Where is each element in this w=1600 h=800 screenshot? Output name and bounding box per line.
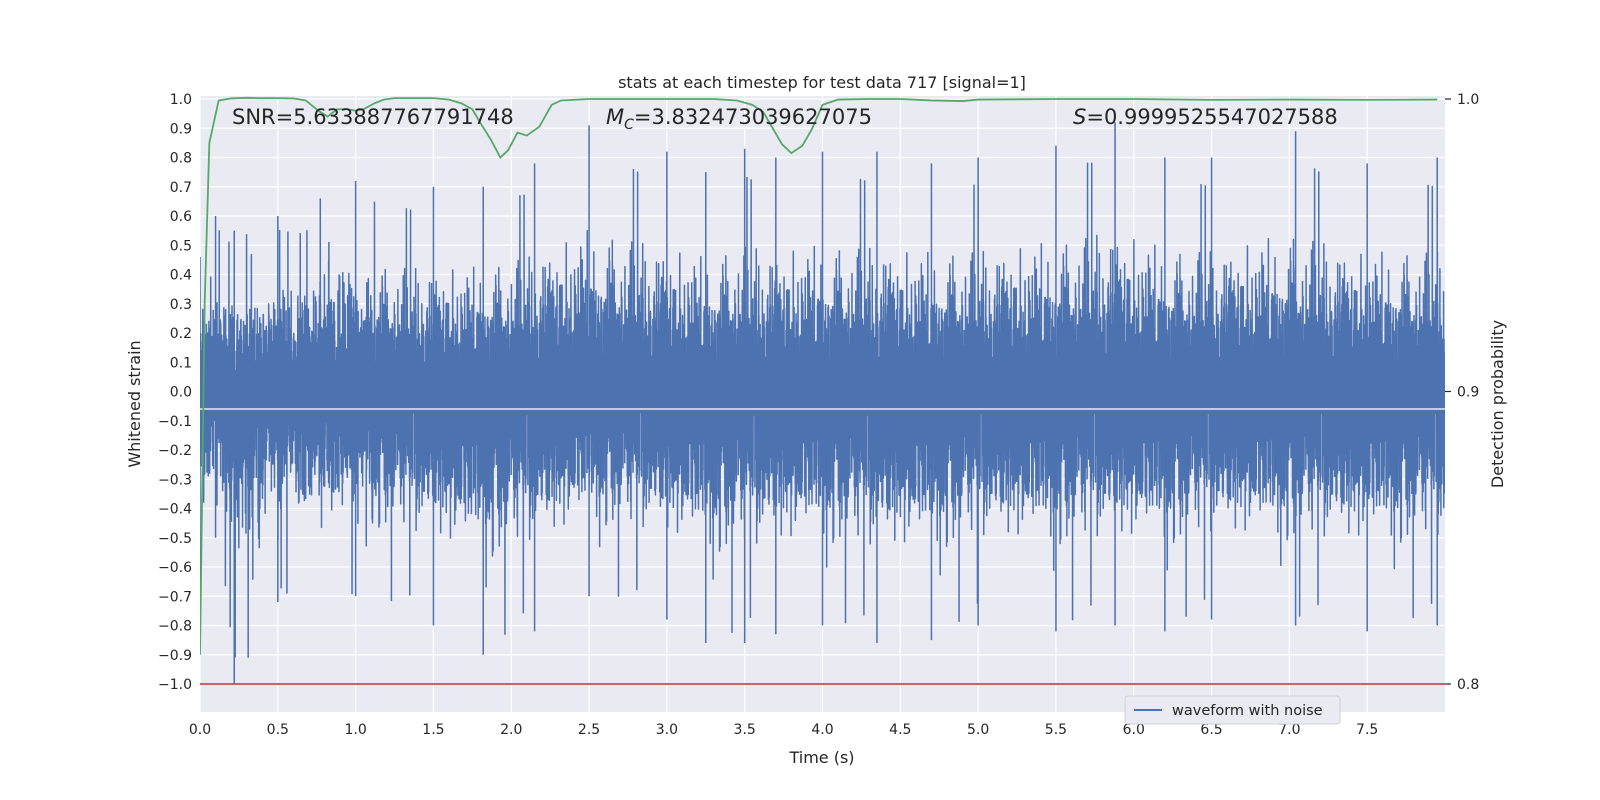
chirp-mass-subscript: C <box>624 117 634 133</box>
legend-box <box>1124 695 1341 725</box>
y-tick-label: 0.6 <box>170 209 192 225</box>
y2-tick-label: 0.9 <box>1457 385 1479 401</box>
y-tick-label: −0.7 <box>158 589 192 605</box>
x-axis: 0.0 0.5 1.0 1.5 2.0 2.5 3.0 3.5 4.0 4.5 5.0 5.5 6.0 6… <box>189 722 1378 738</box>
y-tick-label: 0.4 <box>170 268 192 284</box>
x-tick-label: 0.0 <box>189 722 211 738</box>
y-tick-label: −0.9 <box>158 648 192 664</box>
x-tick-label: 4.0 <box>811 722 833 738</box>
score-symbol: S <box>1073 105 1086 129</box>
x-tick-label: 2.5 <box>578 722 600 738</box>
y-tick-label: 0.0 <box>170 385 192 401</box>
chirp-mass-annotation: MC=3.832473039627075 <box>606 105 872 133</box>
x-tick-label: 4.5 <box>889 722 911 738</box>
y-axis-title: Whitened strain <box>125 340 144 467</box>
y-tick-label: −0.2 <box>158 443 192 459</box>
x-axis-title: Time (s) <box>788 748 854 767</box>
legend-label-waveform: waveform with noise <box>1172 703 1323 719</box>
y-tick-label: −0.4 <box>158 502 192 518</box>
y-tick-label: −0.1 <box>158 414 192 430</box>
x-tick-label: 7.0 <box>1278 722 1300 738</box>
y-tick-label: 0.5 <box>170 238 192 254</box>
series-detection-probability <box>200 96 1438 655</box>
chirp-mass-symbol: M <box>606 105 624 129</box>
x-tick-label: 3.0 <box>656 722 678 738</box>
y-tick-label: −0.5 <box>158 531 192 547</box>
y2-axis-title: Detection probability <box>1488 320 1507 488</box>
chart-title: stats at each timestep for test data 717… <box>618 73 1026 92</box>
x-tick-label: 1.0 <box>344 722 366 738</box>
y-tick-label: 0.8 <box>170 151 192 167</box>
score-annotation: S=0.9999525547027588 <box>1073 105 1338 129</box>
x-tick-label: 3.5 <box>734 722 756 738</box>
x-tick-label: 5.0 <box>967 722 989 738</box>
y-tick-label: −0.6 <box>158 560 192 576</box>
score-value: =0.9999525547027588 <box>1086 105 1337 129</box>
y-axis-left: 1.0 0.9 0.8 0.7 0.6 0.5 0.4 0.3 0.2 0.1 0.0 −0.1 −0.… <box>158 92 192 693</box>
y2-tick-label: 1.0 <box>1457 92 1479 108</box>
y-tick-label: 0.2 <box>170 326 192 342</box>
chirp-mass-value: =3.832473039627075 <box>634 105 872 129</box>
x-tick-label: 6.0 <box>1123 722 1145 738</box>
series-layer <box>200 96 1445 685</box>
y-tick-label: 0.1 <box>170 355 192 371</box>
y-tick-label: 0.7 <box>170 180 192 196</box>
y-tick-label: −0.8 <box>158 619 192 635</box>
y-axis-right: 1.0 0.9 0.8 <box>1445 92 1479 693</box>
legend: waveform with noise <box>1124 695 1341 725</box>
y-tick-label: −0.3 <box>158 472 192 488</box>
x-tick-label: 0.5 <box>267 722 289 738</box>
y-tick-label: 0.3 <box>170 297 192 313</box>
y2-tick-label: 0.8 <box>1457 677 1479 693</box>
y-tick-label: 1.0 <box>170 92 192 108</box>
series-waveform-with-noise <box>200 122 1445 684</box>
y-tick-label: 0.9 <box>170 121 192 137</box>
x-tick-label: 7.5 <box>1356 722 1378 738</box>
x-tick-label: 5.5 <box>1045 722 1067 738</box>
x-tick-label: 1.5 <box>422 722 444 738</box>
y-tick-label: −1.0 <box>158 677 192 693</box>
x-tick-label: 6.5 <box>1200 722 1222 738</box>
x-tick-label: 2.0 <box>500 722 522 738</box>
snr-annotation: SNR=5.633887767791748 <box>232 105 514 129</box>
